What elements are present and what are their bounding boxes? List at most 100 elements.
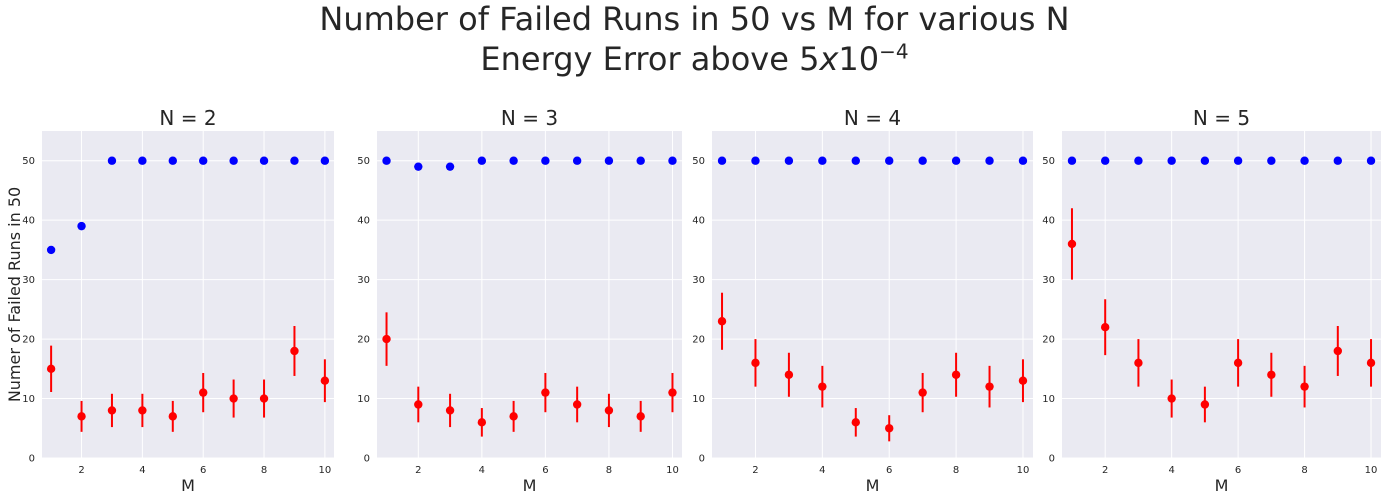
x-tick-label: 2: [415, 465, 421, 476]
x-axis-label: M: [523, 476, 537, 495]
total-point: [1267, 156, 1276, 165]
total-point: [290, 156, 299, 165]
total-point: [259, 156, 269, 165]
total-point: [604, 156, 614, 165]
y-tick-label: 50: [1042, 156, 1055, 167]
mean-point: [477, 418, 487, 427]
mean-point: [1100, 323, 1110, 332]
mean-point: [851, 418, 860, 427]
mean-point: [1333, 346, 1343, 356]
total-point: [168, 156, 177, 165]
x-tick-label: 4: [479, 465, 485, 476]
x-tick-label: 4: [139, 465, 145, 476]
x-tick-label: 10: [666, 465, 679, 476]
mean-point: [717, 317, 727, 326]
mean-point: [985, 382, 994, 391]
y-tick-label: 20: [22, 335, 35, 346]
x-tick-label: 2: [1102, 465, 1108, 476]
y-tick-label: 40: [692, 216, 705, 227]
mean-point: [951, 370, 961, 379]
x-tick-label: 10: [1365, 465, 1378, 476]
y-tick-label: 30: [22, 275, 35, 286]
mean-point: [541, 388, 550, 397]
total-point: [751, 156, 760, 165]
x-tick-label: 8: [606, 465, 612, 476]
total-point: [414, 162, 423, 171]
total-point: [77, 221, 86, 231]
total-point: [1067, 156, 1077, 165]
panel-title: N = 2: [159, 106, 216, 130]
y-tick-label: 10: [22, 394, 35, 405]
total-point: [851, 156, 860, 165]
panel-title: N = 5: [1193, 106, 1250, 130]
total-point: [1200, 156, 1210, 165]
y-tick-label: 20: [357, 335, 370, 346]
y-tick-label: 40: [22, 216, 35, 227]
subtitle-exponent: −4: [879, 39, 909, 64]
total-point: [636, 156, 645, 165]
total-point: [382, 156, 391, 165]
panel-title: N = 4: [844, 106, 901, 130]
total-point: [509, 156, 518, 165]
x-tick-label: 6: [1235, 465, 1241, 476]
mean-point: [784, 370, 794, 379]
x-tick-label: 4: [819, 465, 825, 476]
x-tick-label: 8: [1301, 465, 1307, 476]
x-tick-label: 2: [752, 465, 758, 476]
mean-point: [636, 412, 645, 421]
total-point: [951, 156, 961, 165]
y-tick-label: 10: [357, 394, 370, 405]
total-point: [477, 156, 487, 165]
x-tick-label: 6: [886, 465, 892, 476]
mean-point: [1200, 400, 1210, 409]
x-tick-label: 8: [261, 465, 267, 476]
subtitle-base: 10: [838, 40, 880, 78]
total-point: [46, 245, 56, 255]
panel-title: N = 3: [501, 106, 558, 130]
figure-subtitle: Energy Error above 5x10−4: [0, 39, 1389, 78]
y-tick-label: 40: [357, 216, 370, 227]
subtitle-x: x: [819, 40, 839, 78]
plot-area: [1062, 131, 1381, 458]
total-point: [818, 156, 827, 165]
mean-point: [1300, 382, 1309, 391]
mean-point: [1267, 370, 1276, 379]
subtitle-prefix: Energy Error above 5: [480, 40, 820, 78]
mean-point: [918, 388, 927, 397]
y-tick-label: 10: [692, 394, 705, 405]
mean-point: [107, 406, 117, 415]
total-point: [668, 156, 677, 165]
mean-point: [259, 394, 269, 403]
mean-point: [1167, 394, 1176, 403]
total-point: [985, 156, 994, 165]
plot-area: [42, 131, 334, 458]
y-tick-label: 50: [357, 156, 370, 167]
mean-point: [199, 388, 208, 397]
mean-point: [1233, 358, 1243, 368]
plot-area: [377, 131, 682, 458]
total-point: [1300, 156, 1309, 165]
mean-point: [1018, 376, 1028, 385]
y-tick-label: 30: [357, 275, 370, 286]
mean-point: [668, 388, 677, 397]
mean-point: [382, 334, 391, 344]
plot-area: [712, 131, 1033, 458]
total-point: [1167, 156, 1176, 165]
x-axis-label: M: [181, 476, 195, 495]
y-tick-label: 40: [1042, 216, 1055, 227]
x-tick-label: 10: [1017, 465, 1030, 476]
y-tick-label: 20: [1042, 335, 1055, 346]
total-point: [918, 156, 927, 165]
total-point: [445, 162, 455, 171]
mean-point: [168, 412, 177, 421]
mean-point: [320, 376, 330, 385]
mean-point: [414, 400, 423, 409]
y-tick-label: 20: [692, 335, 705, 346]
total-point: [1366, 156, 1376, 165]
mean-point: [509, 412, 518, 421]
y-axis-label: Numer of Failed Runs in 50: [5, 187, 24, 402]
y-tick-label: 30: [692, 275, 705, 286]
y-tick-label: 0: [1049, 454, 1055, 465]
mean-point: [818, 382, 827, 391]
